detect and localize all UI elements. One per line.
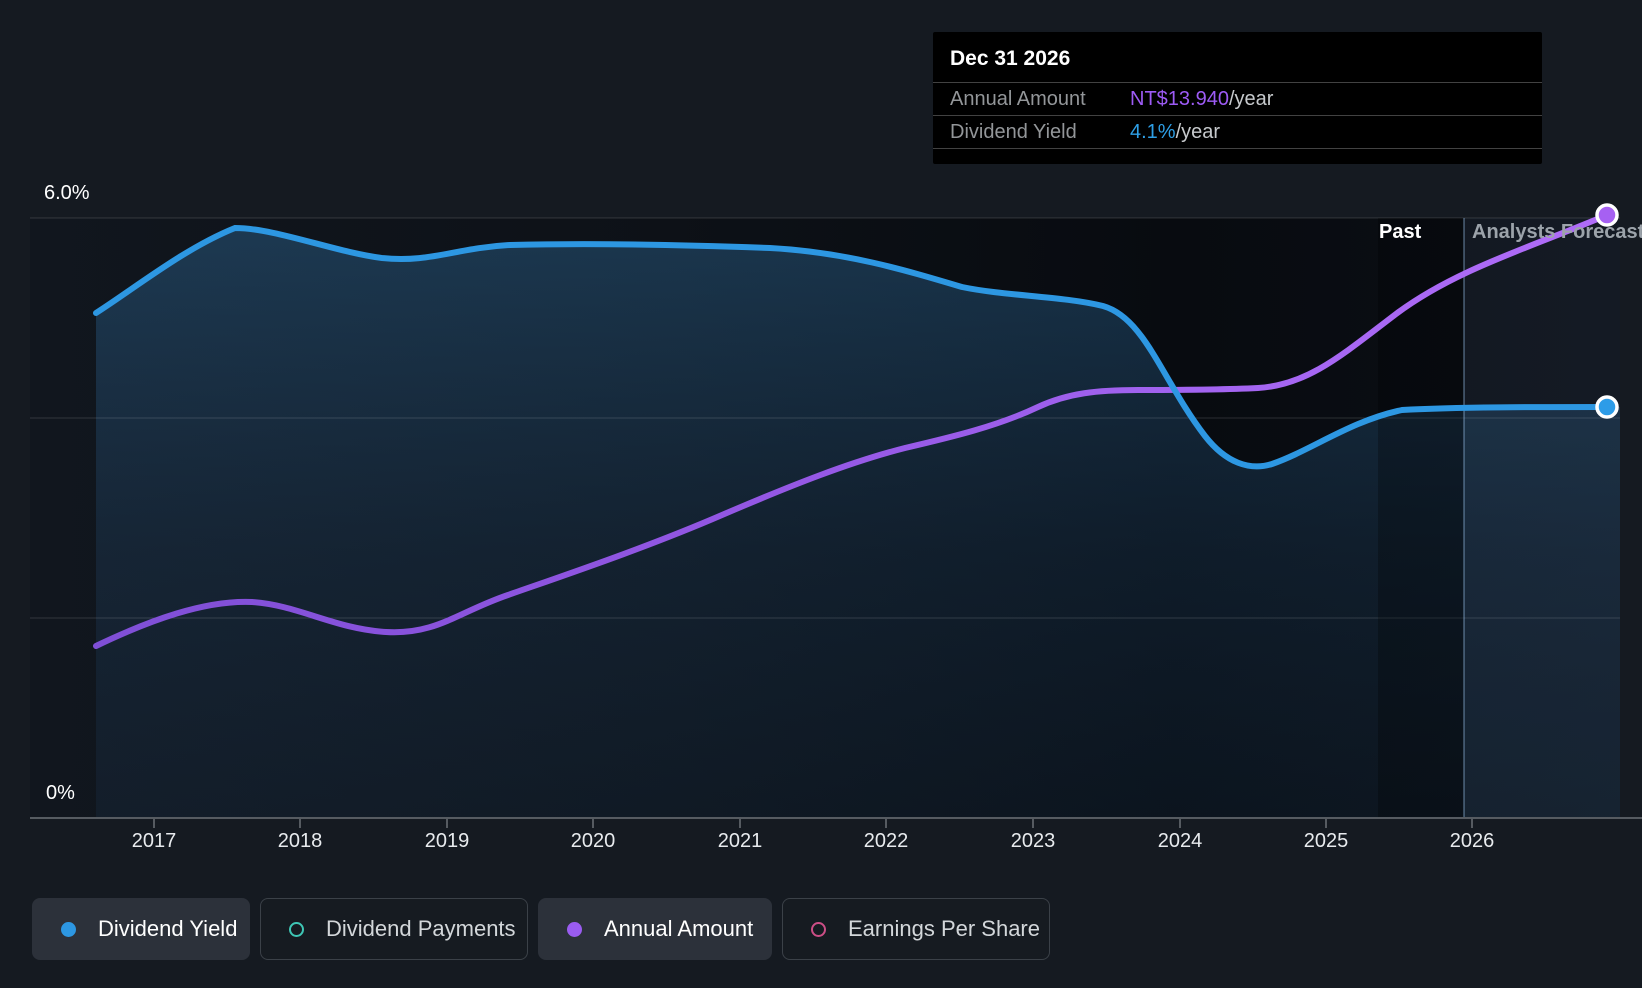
gridlines <box>30 217 1620 619</box>
y-axis-label-bottom: 0% <box>46 782 75 804</box>
tooltip-value: 4.1% <box>1130 120 1176 143</box>
x-tick-label: 2022 <box>864 830 909 852</box>
x-tick-label: 2021 <box>718 830 763 852</box>
dividend-yield-area <box>96 228 1620 818</box>
x-tick-label: 2024 <box>1158 830 1203 852</box>
x-tick-label: 2018 <box>278 830 323 852</box>
earnings-per-share-legend-ring-icon <box>811 921 826 937</box>
tooltip-value-suffix: /year <box>1228 87 1274 110</box>
tooltip-row-dividend-yield: Dividend Yield 4.1% /year <box>933 115 1542 148</box>
tooltip-value-suffix: /year <box>1175 120 1221 143</box>
past-label: Past <box>1379 221 1422 243</box>
tooltip-label: Annual Amount <box>950 87 1086 110</box>
x-tick-label: 2025 <box>1304 830 1349 852</box>
legend-toggle-annual-amount[interactable]: Annual Amount <box>538 898 772 960</box>
tooltip-label: Dividend Yield <box>950 120 1077 143</box>
dividend-yield-line[interactable] <box>93 224 1610 470</box>
legend-label: Dividend Yield <box>98 916 238 941</box>
legend-toggle-earnings-per-share[interactable]: Earnings Per Share <box>782 898 1050 960</box>
annual-amount-endpoint-marker[interactable] <box>1595 203 1619 227</box>
forecast-region <box>1464 218 1620 818</box>
x-tick-label: 2020 <box>571 830 616 852</box>
dividend-yield-endpoint-marker[interactable] <box>1595 395 1619 419</box>
x-axis-labels: 2017 2018 2019 2020 2021 2022 2023 2024 … <box>132 830 1495 852</box>
y-axis-label-top: 6.0% <box>44 182 90 204</box>
legend-toggle-dividend-payments[interactable]: Dividend Payments <box>260 898 528 960</box>
tooltip-rows: Annual Amount NT$13.940 /year Dividend Y… <box>933 82 1542 149</box>
chart-legend: Dividend Yield Dividend Payments Annual … <box>32 898 1050 960</box>
annual-amount-legend-dot-icon <box>567 921 582 937</box>
tooltip-value: NT$13.940 <box>1130 87 1229 110</box>
tooltip-row-annual-amount: Annual Amount NT$13.940 /year <box>933 82 1542 115</box>
x-tick-label: 2023 <box>1011 830 1056 852</box>
tooltip-date: Dec 31 2026 <box>950 47 1071 70</box>
x-tick-label: 2017 <box>132 830 177 852</box>
legend-label: Earnings Per Share <box>848 916 1040 941</box>
analysts-forecast-label: Analysts Forecast <box>1472 221 1642 243</box>
dividend-yield-legend-dot-icon <box>61 921 76 937</box>
legend-label: Dividend Payments <box>326 916 516 941</box>
chart-tooltip: Dec 31 2026 Annual Amount NT$13.940 /yea… <box>933 32 1542 164</box>
x-tick-label: 2026 <box>1450 830 1495 852</box>
annual-amount-line[interactable] <box>93 212 1610 649</box>
legend-label: Annual Amount <box>604 916 754 941</box>
x-tick-label: 2019 <box>425 830 470 852</box>
dividend-payments-legend-ring-icon <box>289 921 304 937</box>
legend-toggle-dividend-yield[interactable]: Dividend Yield <box>32 898 250 960</box>
x-axis-ticks <box>153 818 1473 828</box>
hover-band <box>1378 218 1464 818</box>
